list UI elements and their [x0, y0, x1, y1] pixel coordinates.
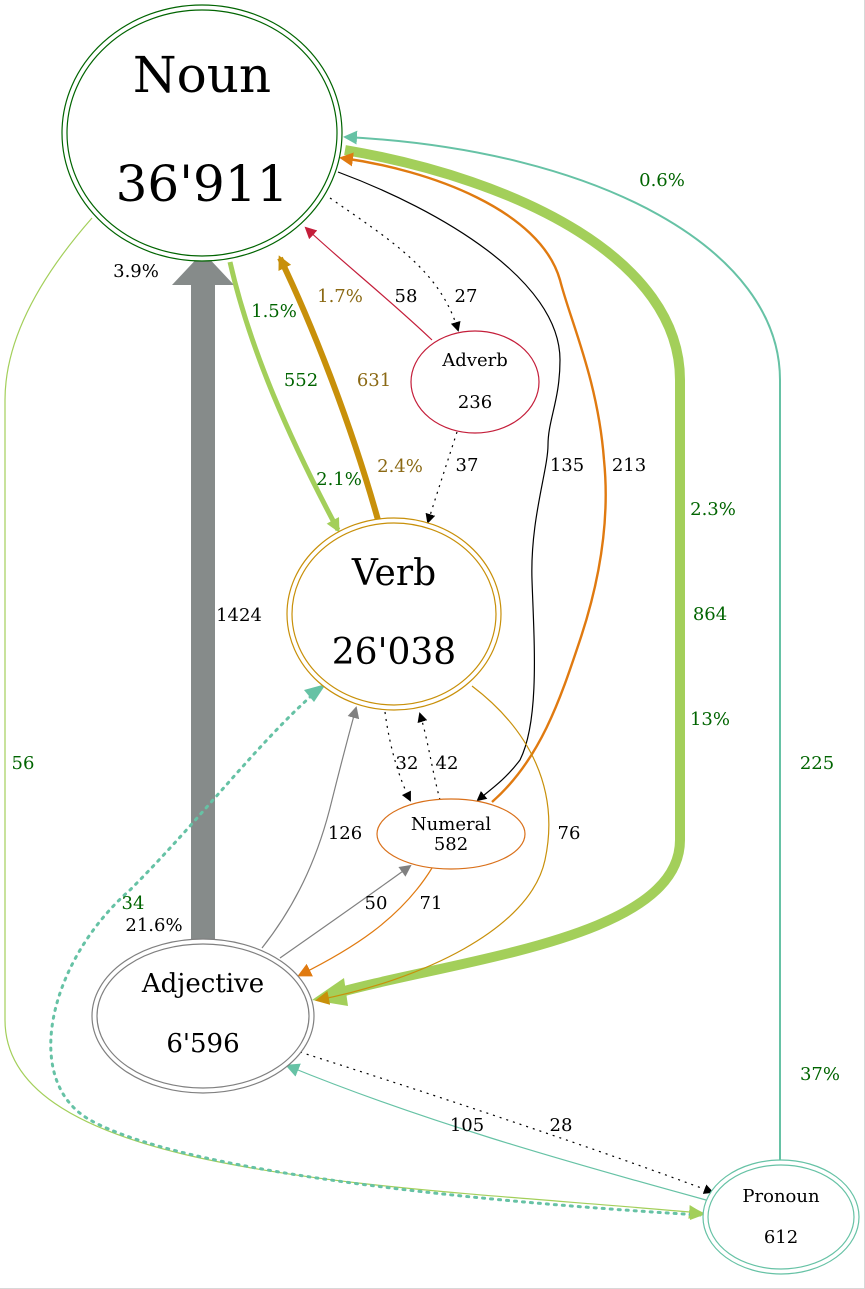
edge-noun-verb — [227, 261, 341, 533]
node-verb-name: Verb — [351, 553, 436, 594]
node-adverb-name: Adverb — [441, 350, 507, 371]
label-noun-adj-pct-dst: 13% — [690, 709, 730, 730]
label-noun-verb-count: 552 — [284, 370, 318, 391]
edge-adverb-verb — [425, 431, 458, 524]
label-noun-adverb-count: 27 — [455, 286, 478, 307]
node-numeral-name: Numeral — [411, 814, 491, 835]
node-noun-name: Noun — [133, 46, 271, 104]
edge-verb-pronoun — [49, 684, 706, 1220]
node-noun[interactable]: Noun 36'911 — [61, 4, 343, 262]
node-adjective[interactable]: Adjective 6'596 — [91, 938, 315, 1094]
label-noun-adj-pct-src: 2.3% — [690, 499, 736, 520]
label-adj-pron-count: 28 — [550, 1115, 573, 1136]
label-adj-verb-count: 126 — [328, 823, 362, 844]
node-noun-count: 36'911 — [116, 155, 289, 213]
edge-adjective-pronoun — [299, 1051, 714, 1194]
label-verb-pron-count: 34 — [122, 893, 145, 914]
edge-adjective-noun — [172, 252, 234, 940]
label-pron-noun-count: 225 — [800, 753, 834, 774]
edge-noun-pronoun — [4, 217, 703, 1219]
label-numeral-noun-count: 213 — [612, 455, 646, 476]
edge-pronoun-adjective — [285, 1063, 707, 1201]
node-adverb[interactable]: Adverb 236 — [410, 330, 540, 434]
label-numeral-verb-count: 42 — [436, 753, 459, 774]
node-adjective-count: 6'596 — [166, 1029, 239, 1059]
edge-noun-adverb — [329, 197, 461, 332]
label-verb-adj-count: 76 — [558, 823, 581, 844]
label-verb-numeral-count: 32 — [396, 753, 419, 774]
label-adverb-noun-count: 58 — [395, 286, 418, 307]
label-adj-numeral-count: 50 — [365, 893, 388, 914]
edge-pronoun-noun — [343, 130, 781, 1165]
label-adj-noun-pct-dst: 3.9% — [113, 261, 159, 282]
label-verb-noun-pct-dst: 1.7% — [317, 286, 363, 307]
label-noun-pron-count: 56 — [12, 753, 35, 774]
node-verb-count: 26'038 — [332, 632, 456, 673]
label-noun-verb-pct-dst: 2.1% — [316, 469, 362, 490]
label-verb-noun-pct-src: 2.4% — [377, 456, 423, 477]
label-adverb-verb-count: 37 — [456, 455, 479, 476]
label-pron-adj-count: 105 — [450, 1115, 484, 1136]
edge-adjective-numeral — [279, 864, 412, 959]
node-pronoun-count: 612 — [764, 1227, 798, 1248]
label-pron-noun-pct-src: 37% — [800, 1064, 840, 1085]
label-noun-verb-pct-src: 1.5% — [251, 301, 297, 322]
node-pronoun-name: Pronoun — [742, 1186, 820, 1207]
label-numeral-adj-count: 71 — [420, 893, 443, 914]
label-adj-noun-pct-src: 21.6% — [125, 915, 182, 936]
label-verb-noun-count: 631 — [357, 370, 391, 391]
edge-verb-adjective — [315, 685, 550, 1005]
edge-adjective-verb — [261, 706, 360, 949]
node-numeral-count: 582 — [434, 834, 468, 855]
edge-adverb-noun — [304, 226, 433, 341]
label-adj-noun-count: 1424 — [216, 605, 262, 626]
label-pron-noun-pct-dst: 0.6% — [639, 170, 685, 191]
edge-noun-numeral — [337, 171, 561, 802]
label-noun-adj-count: 864 — [693, 604, 727, 625]
edge-verb-numeral — [384, 711, 411, 802]
label-noun-numeral-count: 135 — [550, 455, 584, 476]
node-adjective-name: Adjective — [141, 969, 264, 999]
edge-numeral-adjective — [297, 867, 433, 977]
edge-numeral-noun — [339, 152, 607, 803]
node-numeral[interactable]: Numeral 582 — [376, 798, 526, 870]
node-adverb-count: 236 — [458, 392, 492, 413]
node-pronoun[interactable]: Pronoun 612 — [702, 1159, 860, 1275]
edge-verb-noun — [277, 255, 381, 521]
node-verb[interactable]: Verb 26'038 — [286, 517, 502, 711]
